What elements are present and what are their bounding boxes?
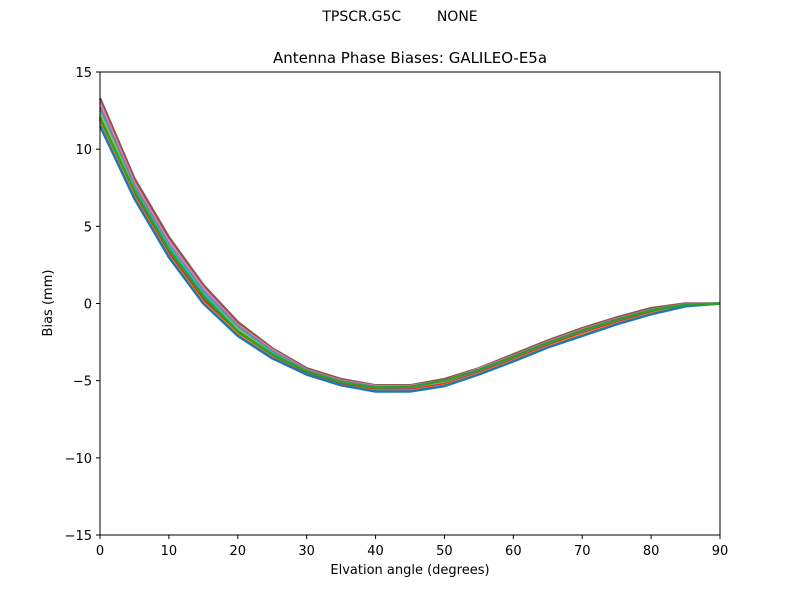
data-series-group: [98, 97, 721, 393]
series-line-s5: [98, 113, 721, 390]
y-tick-label: 15: [75, 66, 92, 81]
x-axis-label: Elvation angle (degrees): [330, 563, 489, 578]
x-axis-ticks: 0 10 20 30 40 50 60 70 80 90: [96, 535, 728, 559]
x-tick-label: 80: [643, 544, 660, 559]
series-line-s7: [98, 119, 721, 392]
plot-frame: [99, 71, 721, 536]
y-tick-label: 5: [84, 220, 92, 235]
x-tick-label: 90: [712, 544, 729, 559]
x-tick-label: 10: [161, 544, 178, 559]
series-line-s6: [98, 116, 721, 391]
x-tick-label: 0: [96, 544, 104, 559]
y-tick-label: −15: [65, 529, 92, 544]
chart-title: Antenna Phase Biases: GALILEO-E5a: [272, 49, 548, 67]
x-tick-label: 40: [367, 544, 384, 559]
x-tick-label: 30: [298, 544, 315, 559]
series-line-s9: [98, 125, 721, 393]
y-tick-label: 10: [75, 143, 92, 158]
y-axis-ticks: 15 10 5 0 −5 −10 −15: [65, 66, 100, 544]
series-line-s2: [98, 102, 721, 388]
y-tick-label: −10: [65, 452, 92, 467]
y-tick-label: −5: [73, 375, 92, 390]
series-line-s8: [98, 122, 721, 392]
series-line-s1: [98, 97, 720, 387]
suptitle-radome: NONE: [436, 9, 478, 25]
series-line-s3: [98, 106, 721, 389]
series-line-s4: [98, 110, 721, 389]
y-axis-label: Bias (mm): [41, 270, 56, 337]
suptitle-antenna: TPSCR.G5C: [322, 9, 402, 25]
series-line-s10: [98, 117, 721, 389]
y-tick-label: 0: [84, 298, 92, 313]
x-tick-label: 70: [574, 544, 591, 559]
x-tick-label: 60: [505, 544, 522, 559]
chart-suptitle: TPSCR.G5C NONE: [0, 9, 800, 25]
x-tick-label: 50: [436, 544, 453, 559]
x-tick-label: 20: [230, 544, 247, 559]
